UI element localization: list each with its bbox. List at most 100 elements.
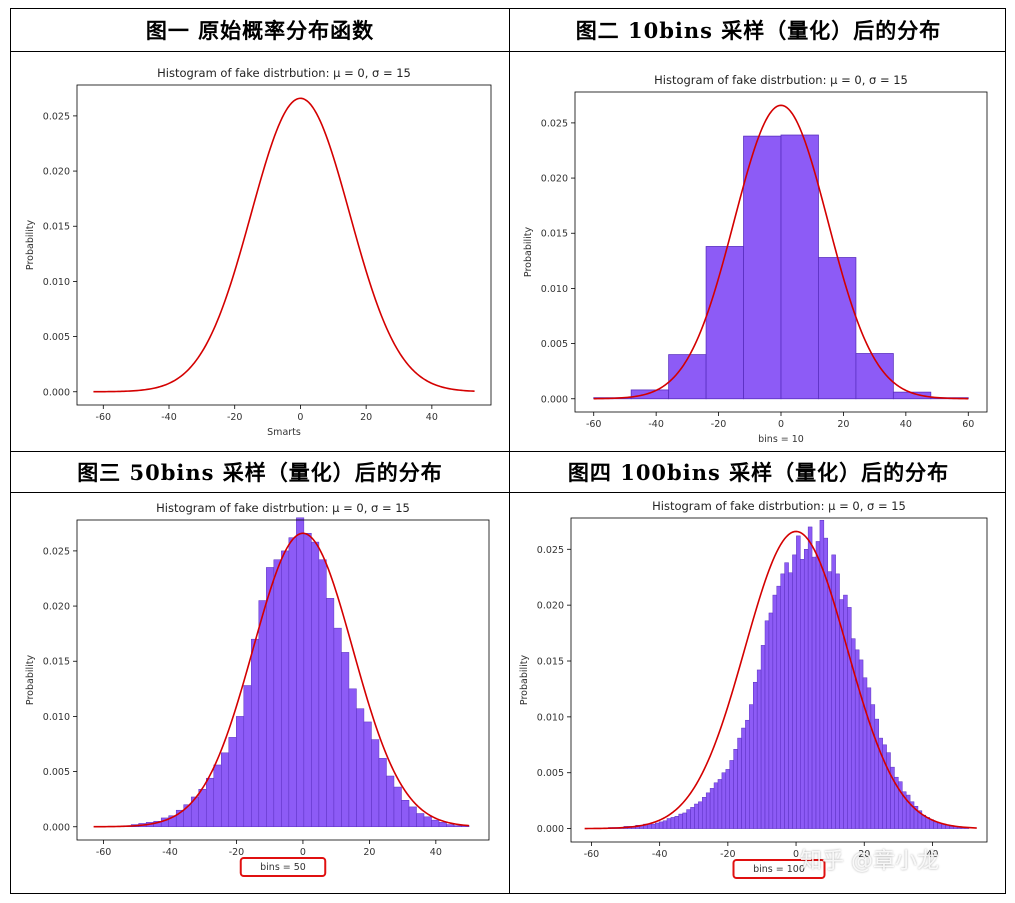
histogram-bar	[705, 792, 711, 829]
y-tick-label: 0.020	[43, 602, 70, 613]
histogram-bar	[682, 812, 687, 829]
y-tick-label: 0.020	[541, 174, 568, 185]
histogram-bar	[393, 786, 402, 828]
histogram-bar	[815, 541, 821, 829]
x-tick-label: 20	[363, 847, 375, 858]
histogram-bar	[756, 669, 762, 829]
histogram-bar	[386, 775, 395, 828]
y-tick-label: 0.015	[43, 657, 70, 668]
y-axis-label: Probability	[523, 227, 534, 278]
y-tick-label: 0.000	[537, 824, 564, 835]
y-tick-label: 0.000	[43, 822, 70, 833]
x-tick-label: 40	[426, 412, 438, 423]
y-tick-label: 0.010	[541, 284, 568, 295]
histogram-bar	[713, 782, 719, 829]
histogram-bar	[690, 807, 695, 829]
histogram-bar	[423, 816, 432, 828]
histogram-bar	[281, 550, 290, 828]
histogram-bar	[341, 652, 350, 828]
histogram-bar	[749, 704, 754, 829]
figure-grid: 图一 原始概率分布函数 图二 10bins 采样（量化）后的分布 图三 50bi…	[10, 8, 1006, 894]
y-tick-label: 0.015	[541, 229, 568, 240]
histogram-bar	[446, 824, 455, 828]
histogram-bar	[874, 718, 879, 829]
histogram-bar	[753, 681, 758, 829]
histogram-bar	[654, 822, 660, 829]
highlight-box	[239, 857, 327, 877]
x-axis-label: Smarts	[267, 427, 301, 438]
x-tick-label: -60	[96, 412, 112, 423]
histogram-bar	[311, 541, 320, 828]
histogram-bar	[236, 716, 245, 828]
histogram-bar	[205, 777, 215, 828]
caption-figure-2: 图二 10bins 采样（量化）后的分布	[575, 18, 942, 43]
histogram-bar	[326, 598, 335, 828]
histogram-bar	[438, 822, 447, 828]
histogram-bar	[827, 571, 832, 829]
histogram-bar	[258, 600, 267, 828]
histogram-bar	[371, 739, 380, 828]
histogram-bar	[686, 809, 691, 829]
histogram-bar	[251, 638, 260, 828]
x-tick-label: 0	[793, 849, 799, 860]
y-tick-label: 0.015	[43, 222, 70, 233]
histogram-bar	[213, 764, 222, 828]
highlight-box	[732, 859, 826, 879]
histogram-bar	[792, 554, 797, 829]
y-tick-label: 0.005	[43, 332, 70, 343]
y-axis-label: Probability	[519, 655, 530, 706]
histogram-bar	[847, 607, 852, 829]
x-tick-label: -60	[586, 419, 602, 430]
histogram-bar	[807, 526, 813, 829]
histogram-bar	[933, 821, 938, 829]
y-tick-label: 0.000	[43, 387, 70, 398]
histogram-bar	[698, 801, 703, 829]
histogram-bar	[725, 769, 730, 829]
x-tick-label: -20	[229, 847, 245, 858]
caption-figure-3: 图三 50bins 采样（量化）后的分布	[77, 460, 443, 485]
histogram-bar	[709, 788, 715, 829]
histogram-bar	[666, 818, 672, 829]
histogram-bar	[870, 704, 876, 829]
y-tick-label: 0.025	[541, 118, 568, 129]
histogram-bar	[818, 257, 857, 400]
x-tick-label: 60	[962, 419, 974, 430]
x-tick-label: 40	[926, 849, 938, 860]
pdf-curve	[93, 532, 470, 828]
histogram-bar	[318, 559, 327, 828]
y-tick-label: 0.010	[537, 712, 564, 723]
grid-divider-caption-top	[11, 51, 1005, 52]
histogram-bar	[288, 537, 297, 828]
histogram-bar	[674, 816, 680, 829]
histogram-bar	[662, 820, 668, 829]
caption-figure-1: 图一 原始概率分布函数	[145, 18, 375, 43]
histogram-bar	[333, 627, 342, 828]
histogram-bar	[670, 817, 676, 829]
histogram-bar	[630, 389, 670, 400]
histogram-bar	[737, 737, 742, 829]
x-tick-label: 0	[300, 847, 306, 858]
chart-title: Histogram of fake distrbution: μ = 0, σ …	[652, 499, 906, 513]
histogram-bar	[843, 594, 848, 829]
histogram-bar	[745, 719, 750, 829]
histogram-bar	[303, 532, 312, 828]
histogram-bar	[401, 800, 410, 828]
histogram-bar	[949, 826, 954, 829]
chart-title: Histogram of fake distrbution: μ = 0, σ …	[156, 501, 410, 515]
y-tick-label: 0.000	[541, 394, 568, 405]
y-tick-label: 0.025	[537, 545, 564, 556]
histogram-bar	[228, 737, 237, 828]
histogram-bar	[453, 825, 462, 828]
histogram-bar	[705, 246, 744, 400]
histogram-bar	[378, 758, 387, 828]
histogram-bar	[768, 612, 774, 829]
y-tick-label: 0.010	[43, 712, 70, 723]
y-tick-label: 0.015	[537, 657, 564, 668]
histogram-bar	[784, 562, 789, 829]
histogram-bar	[198, 788, 207, 828]
x-axis-label: bins = 100	[753, 864, 805, 875]
histogram-bar	[678, 813, 683, 829]
histogram-bars	[593, 134, 969, 400]
histogram-bar	[743, 135, 782, 400]
chart-title: Histogram of fake distrbution: μ = 0, σ …	[157, 66, 411, 80]
